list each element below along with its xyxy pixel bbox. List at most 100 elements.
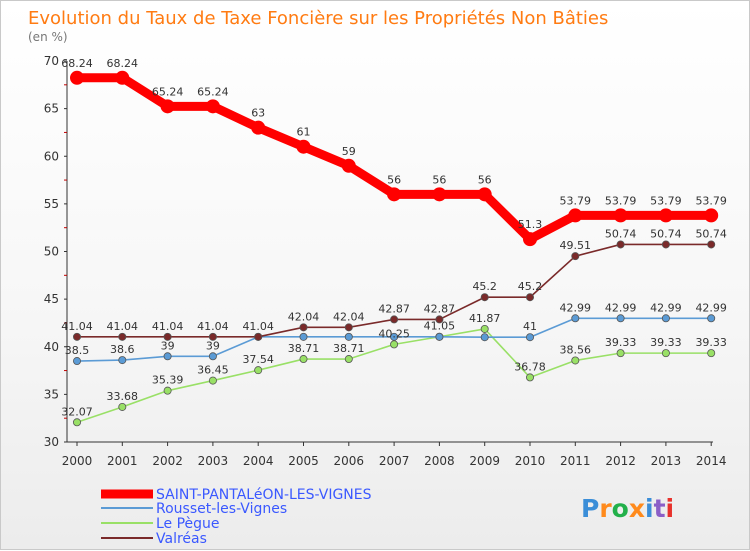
data-point — [73, 332, 82, 341]
data-point — [661, 314, 670, 323]
logo-letter: t — [654, 494, 666, 523]
data-label: 39.33 — [650, 336, 682, 349]
x-tick-label: 2010 — [515, 454, 546, 468]
x-tick-label: 2003 — [198, 454, 229, 468]
logo-text: Proxiti — [581, 494, 674, 523]
data-point — [163, 352, 172, 361]
data-label: 56 — [387, 173, 401, 186]
logo-letter: o — [612, 494, 629, 523]
data-label: 42.04 — [288, 310, 320, 323]
data-point — [251, 120, 266, 135]
series-layer — [70, 70, 719, 427]
data-point — [571, 314, 580, 323]
y-tick-label: 40 — [44, 340, 59, 354]
data-label: 39.33 — [605, 336, 637, 349]
data-point — [208, 376, 217, 385]
data-point — [254, 366, 263, 375]
data-label: 41.04 — [107, 320, 139, 333]
data-label: 61 — [297, 126, 311, 139]
data-point — [571, 356, 580, 365]
data-label: 56 — [478, 173, 492, 186]
data-point — [341, 158, 356, 173]
data-point — [73, 357, 82, 366]
logo-letter: i — [666, 494, 675, 523]
data-point — [616, 314, 625, 323]
data-label: 37.54 — [242, 353, 274, 366]
data-label: 38.5 — [65, 344, 90, 357]
data-point — [208, 332, 217, 341]
legend-label: Valréas — [156, 531, 207, 547]
data-label: 41.05 — [424, 320, 456, 333]
data-label: 32.07 — [61, 405, 93, 418]
data-label: 56 — [432, 173, 446, 186]
data-label: 39 — [206, 339, 220, 352]
data-point — [390, 340, 399, 349]
data-label: 51.3 — [518, 218, 543, 231]
data-label: 53.79 — [605, 194, 637, 207]
data-point — [160, 99, 175, 114]
data-point — [707, 240, 716, 249]
data-label: 42.87 — [424, 302, 456, 315]
data-point — [344, 355, 353, 364]
data-label: 42.04 — [333, 310, 365, 323]
x-tick-label: 2011 — [560, 454, 591, 468]
data-point — [70, 70, 84, 85]
data-point — [616, 349, 625, 358]
legend-label: Le Pègue — [156, 516, 220, 532]
data-point — [163, 386, 172, 395]
logo-letter: P — [581, 494, 599, 523]
data-label: 42.99 — [605, 301, 637, 314]
legend: SAINT-PANTALéON-LES-VIGNESRousset-les-Vi… — [101, 487, 372, 547]
data-label: 36.78 — [514, 360, 546, 373]
data-point — [118, 356, 127, 365]
data-point — [661, 349, 670, 358]
y-tick-label: 60 — [44, 149, 59, 163]
x-tick-label: 2008 — [424, 454, 455, 468]
data-label: 33.68 — [107, 390, 139, 403]
data-label: 40.25 — [378, 327, 410, 340]
data-label: 53.79 — [695, 194, 727, 207]
data-label: 41.04 — [197, 320, 229, 333]
data-point — [704, 208, 719, 223]
x-tick-label: 2005 — [288, 454, 319, 468]
y-tick-label: 70 — [44, 54, 59, 68]
data-point — [205, 99, 220, 114]
data-point — [480, 333, 489, 342]
data-label: 38.6 — [110, 343, 135, 356]
data-point — [658, 208, 673, 223]
y-tick-label: 65 — [44, 102, 59, 116]
legend-label: Rousset-les-Vignes — [156, 501, 287, 517]
logo-letter: i — [645, 494, 654, 523]
x-tick-label: 2002 — [152, 454, 183, 468]
data-label: 42.87 — [378, 302, 410, 315]
data-point — [477, 187, 492, 202]
data-label: 50.74 — [605, 227, 637, 240]
data-label: 41.87 — [469, 312, 501, 325]
data-point — [299, 332, 308, 341]
data-point — [480, 324, 489, 333]
data-label: 38.71 — [288, 342, 320, 355]
x-tick-label: 2001 — [107, 454, 138, 468]
data-label: 68.24 — [61, 57, 93, 70]
data-label: 39.33 — [695, 336, 727, 349]
data-label: 65.24 — [197, 85, 229, 98]
y-tick-label: 55 — [44, 197, 59, 211]
data-label: 42.99 — [695, 301, 727, 314]
data-point — [299, 355, 308, 364]
data-point — [387, 187, 402, 202]
chart-title: Evolution du Taux de Taxe Foncière sur l… — [28, 8, 608, 29]
data-point — [661, 240, 670, 249]
data-point — [523, 232, 537, 247]
data-label: 65.24 — [152, 85, 184, 98]
data-label: 38.56 — [560, 343, 592, 356]
data-label: 42.99 — [650, 301, 682, 314]
y-tick-label: 50 — [44, 245, 59, 259]
data-point — [568, 208, 583, 223]
data-point — [344, 332, 353, 341]
x-tick-label: 2000 — [62, 454, 93, 468]
data-label: 39 — [161, 339, 175, 352]
data-point — [390, 332, 399, 341]
data-point — [707, 349, 716, 358]
data-point — [118, 332, 127, 341]
